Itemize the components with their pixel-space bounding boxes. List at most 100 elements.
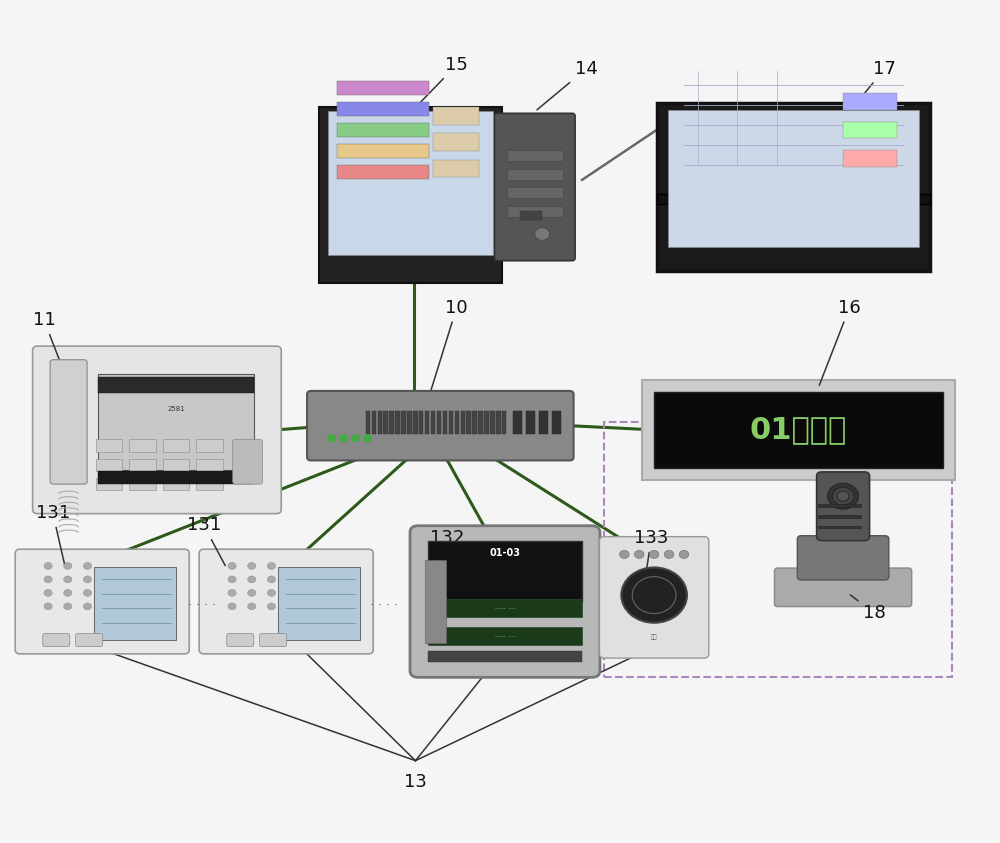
Circle shape xyxy=(664,550,674,558)
Bar xyxy=(383,411,388,434)
Bar xyxy=(539,411,548,434)
Bar xyxy=(818,504,861,507)
Text: 14: 14 xyxy=(537,60,597,110)
Text: 01号呼叫: 01号呼叫 xyxy=(750,416,847,444)
Bar xyxy=(395,411,400,434)
Bar xyxy=(328,110,493,255)
Bar xyxy=(337,144,429,158)
FancyBboxPatch shape xyxy=(199,549,373,654)
Bar xyxy=(98,378,254,394)
FancyBboxPatch shape xyxy=(797,536,889,580)
Circle shape xyxy=(44,603,52,609)
Bar xyxy=(496,411,501,434)
Bar xyxy=(431,411,435,434)
Bar xyxy=(372,411,376,434)
Bar xyxy=(484,411,489,434)
Bar xyxy=(843,150,897,167)
Bar xyxy=(428,627,582,645)
Circle shape xyxy=(228,589,236,596)
Bar xyxy=(552,411,561,434)
Bar xyxy=(401,411,406,434)
Text: 18: 18 xyxy=(850,595,886,622)
Text: 131: 131 xyxy=(187,517,225,566)
FancyBboxPatch shape xyxy=(495,113,575,260)
Text: 01-03: 01-03 xyxy=(489,548,520,558)
Circle shape xyxy=(621,567,687,623)
Bar xyxy=(466,411,471,434)
FancyBboxPatch shape xyxy=(76,634,103,647)
FancyBboxPatch shape xyxy=(410,526,600,677)
Bar xyxy=(94,567,176,640)
Text: 133: 133 xyxy=(634,529,669,582)
Text: 11: 11 xyxy=(33,311,64,373)
Bar xyxy=(818,526,861,529)
Bar xyxy=(657,104,930,271)
Text: 131: 131 xyxy=(36,504,70,566)
Bar xyxy=(507,206,563,217)
Bar xyxy=(428,540,582,602)
Circle shape xyxy=(83,562,92,569)
Circle shape xyxy=(228,603,236,609)
Bar xyxy=(129,478,156,491)
FancyBboxPatch shape xyxy=(599,537,709,658)
Bar xyxy=(428,599,582,617)
Bar xyxy=(407,411,412,434)
Circle shape xyxy=(248,603,256,609)
Text: ------  ----: ------ ---- xyxy=(495,634,515,639)
Text: 10: 10 xyxy=(431,298,468,389)
FancyBboxPatch shape xyxy=(33,346,281,513)
Bar xyxy=(96,459,122,471)
Bar xyxy=(502,411,506,434)
Circle shape xyxy=(248,589,256,596)
Circle shape xyxy=(267,576,276,583)
Bar xyxy=(433,107,479,125)
Bar xyxy=(129,439,156,452)
FancyBboxPatch shape xyxy=(233,439,263,484)
Circle shape xyxy=(64,603,72,609)
Bar xyxy=(478,411,483,434)
Circle shape xyxy=(228,576,236,583)
FancyBboxPatch shape xyxy=(817,472,870,540)
Circle shape xyxy=(340,435,348,442)
Bar xyxy=(163,478,189,491)
Circle shape xyxy=(64,589,72,596)
Text: 2581: 2581 xyxy=(167,406,185,412)
FancyBboxPatch shape xyxy=(227,634,254,647)
Bar xyxy=(443,411,447,434)
Text: ------  ----: ------ ---- xyxy=(495,606,515,611)
Bar xyxy=(507,169,563,180)
Circle shape xyxy=(64,576,72,583)
Bar xyxy=(319,107,502,283)
Circle shape xyxy=(620,550,629,558)
Bar xyxy=(843,94,897,110)
Circle shape xyxy=(267,562,276,569)
Circle shape xyxy=(83,603,92,609)
Text: 15: 15 xyxy=(417,56,468,105)
Bar xyxy=(513,411,522,434)
Bar xyxy=(437,411,441,434)
Bar xyxy=(196,478,223,491)
Bar xyxy=(461,411,465,434)
Bar xyxy=(129,459,156,471)
Circle shape xyxy=(352,435,360,442)
Bar xyxy=(472,411,477,434)
Text: . . . .: . . . . xyxy=(188,595,216,608)
Bar xyxy=(337,102,429,115)
Circle shape xyxy=(83,589,92,596)
Bar xyxy=(337,81,429,94)
Bar xyxy=(163,459,189,471)
Bar xyxy=(520,212,542,220)
Circle shape xyxy=(248,562,256,569)
Bar xyxy=(668,110,919,247)
Bar xyxy=(433,160,479,177)
Bar xyxy=(657,194,930,204)
FancyBboxPatch shape xyxy=(50,360,87,484)
Circle shape xyxy=(634,550,644,558)
Text: . . . .: . . . . xyxy=(370,595,398,608)
FancyBboxPatch shape xyxy=(15,549,189,654)
Text: 13: 13 xyxy=(404,772,427,791)
Bar xyxy=(507,150,563,161)
FancyBboxPatch shape xyxy=(774,568,912,607)
Circle shape xyxy=(364,435,372,442)
Circle shape xyxy=(328,435,336,442)
